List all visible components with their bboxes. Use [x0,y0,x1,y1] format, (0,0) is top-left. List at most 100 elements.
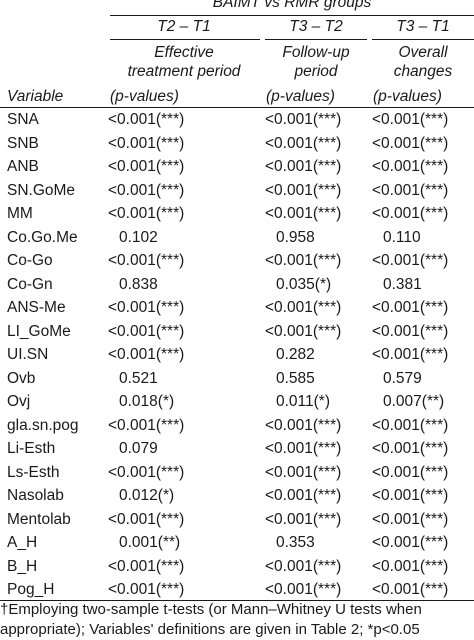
table-row: ANB <0.001(***) <0.001(***) <0.001(***) [0,155,474,178]
table-row: UI.SN <0.001(***) 0.282 <0.001(***) [0,343,474,366]
pvalue-cell: 0.110 [383,228,421,246]
variable-cell: Ovj [7,393,31,410]
table-row: Mentolab <0.001(***) <0.001(***) <0.001(***… [0,508,474,531]
table-row: SNA <0.001(***) <0.001(***) <0.001(***) [0,108,474,131]
pvalue-cell: <0.001(***) [265,134,342,152]
pvalue-cell: <0.001(***) [265,299,342,316]
pvalue-cell: <0.001(***) [372,205,449,222]
pvalue-cell: 0.011(*) [276,393,330,410]
variable-cell: gla.sn.pog [7,416,79,434]
column-period-1: T2 – T1 [157,18,211,35]
table-row: Co.Go.Me 0.102 0.958 0.110 [0,226,474,249]
variable-cell: SN.GoMe [7,181,76,199]
pvalues-label-2: (p-values) [266,88,335,105]
column-desc-3a: Overall [398,44,448,61]
column-desc-1b: treatment period [127,63,241,80]
pvalue-cell: <0.001(***) [108,463,185,481]
variable-cell: Li-Esth [7,440,56,457]
header-rule [0,107,474,108]
pvalue-cell: 0.035(*) [276,275,332,293]
pvalue-cell: <0.001(***) [265,440,342,457]
pvalues-label-1: (p-values) [110,88,179,105]
pvalue-cell: <0.001(***) [265,416,342,434]
pvalue-cell: <0.001(***) [108,134,185,152]
pvalue-cell: <0.001(***) [372,252,449,269]
pvalue-cell: <0.001(***) [108,581,185,598]
variable-cell: ANB [7,158,39,175]
pvalue-cell: <0.001(***) [108,252,185,269]
variable-cell: Pog_H [7,581,55,598]
pvalue-cell: 0.521 [119,369,158,387]
pvalue-cell: <0.001(***) [108,346,185,363]
pvalue-cell: <0.001(***) [108,557,185,575]
pvalue-cell: <0.001(***) [108,158,185,175]
column-period-2: T3 – T2 [289,18,343,35]
pvalue-cell: <0.001(***) [265,487,342,504]
footnote: †Employing two-sample t-tests (or Mann–W… [0,600,474,640]
variable-cell: Mentolab [7,510,71,528]
column-desc-2b: period [294,63,338,80]
variable-cell: Co-Go [7,252,53,269]
pvalue-cell: 0.012(*) [119,487,175,504]
variable-cell: UI.SN [7,346,49,363]
pvalue-cell: <0.001(***) [372,534,449,551]
pvalue-cell: <0.001(***) [108,322,185,340]
pvalue-cell: <0.001(***) [265,181,342,199]
variable-cell: LI_GoMe [7,322,71,340]
variable-cell: SNA [7,111,39,128]
pvalue-cell: <0.001(***) [265,322,342,340]
pvalue-cell: <0.001(***) [372,299,449,316]
pvalue-cell: <0.001(***) [372,181,449,199]
pvalue-cell: 0.079 [119,440,158,457]
pvalue-cell: 0.958 [276,228,315,246]
pvalue-cell: <0.001(***) [372,463,449,481]
variable-cell: A_H [7,534,38,551]
pvalue-cell: <0.001(***) [372,581,449,598]
pvalue-cell: <0.001(***) [265,111,342,128]
pvalue-cell: <0.001(***) [372,158,449,175]
table-row: gla.sn.pog <0.001(***) <0.001(***) <0.001(*… [0,414,474,437]
period-rule-3 [372,39,474,40]
pvalue-cell: <0.001(***) [372,111,449,128]
period-rule-1 [110,39,260,40]
variable-cell: Ovb [7,369,36,387]
table-row: LI_GoMe <0.001(***) <0.001(***) <0.001(***) [0,320,474,343]
table-row: A_H 0.001(**) 0.353 <0.001(***) [0,531,474,554]
column-desc-1a: Effective [154,44,214,61]
footnote-line-1: †Employing two-sample t-tests (or Mann–W… [0,601,422,618]
table-row: Ls-Esth <0.001(***) <0.001(***) <0.001(***) [0,461,474,484]
pvalue-cell: 0.007(**) [383,393,445,410]
pvalue-cell: <0.001(***) [372,416,449,434]
pvalue-cell: <0.001(***) [108,111,185,128]
pvalue-cell: <0.001(***) [265,557,342,575]
pvalue-cell: <0.001(***) [108,181,185,199]
pvalue-cell: 0.838 [119,275,158,293]
pvalue-cell: <0.001(***) [372,346,449,363]
pvalue-cell: <0.001(***) [372,487,449,504]
group-rule [110,15,474,16]
pvalue-cell: 0.585 [276,369,315,387]
pvalue-cell: <0.001(***) [265,158,342,175]
pvalue-cell: <0.001(***) [265,252,342,269]
table-row: SNB <0.001(***) <0.001(***) <0.001(***) [0,132,474,155]
pvalue-cell: <0.001(***) [372,134,449,152]
pvalue-cell: <0.001(***) [372,440,449,457]
pvalue-cell: 0.282 [276,346,315,363]
pvalue-cell: 0.001(**) [119,534,181,551]
column-desc-3b: changes [393,63,453,80]
pvalue-cell: <0.001(***) [372,322,449,340]
table-row: Pog_H <0.001(***) <0.001(***) <0.001(***) [0,578,474,601]
pvalues-label-3: (p-values) [373,88,442,105]
pvalue-cell: <0.001(***) [265,463,342,481]
pvalue-cell: 0.579 [383,369,422,387]
pvalue-cell: <0.001(***) [265,581,342,598]
pvalue-cell: <0.001(***) [265,205,342,222]
variable-cell: Co-Gn [7,275,53,293]
pvalue-cell: <0.001(***) [265,510,342,528]
variable-cell: B_H [7,557,38,575]
pvalue-cell: 0.018(*) [119,393,175,410]
pvalue-cell: 0.353 [276,534,315,551]
table-row: Ovj 0.018(*) 0.011(*) 0.007(**) [0,390,474,413]
group-title: BAIMT vs RMR groups [212,0,372,11]
table-row: Co-Go <0.001(***) <0.001(***) <0.001(***) [0,249,474,272]
